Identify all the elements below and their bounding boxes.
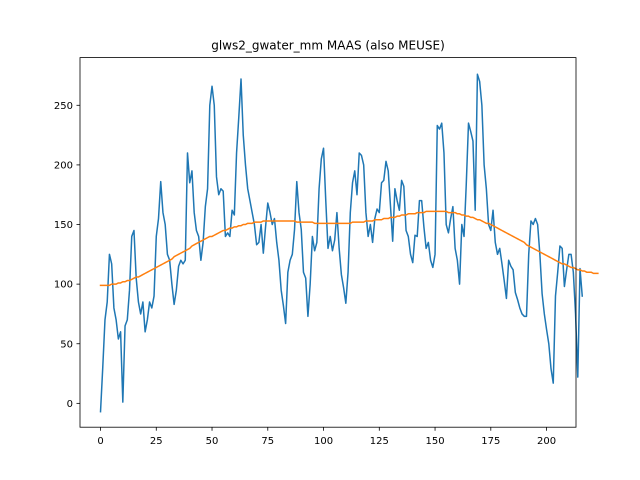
x-tick-label: 150 [426,436,445,447]
x-tick-label: 200 [537,436,556,447]
y-tick-label: 50 [60,339,73,350]
plot-area: 0 25 50 75 100 125 150 175 200 0 50 100 150 200 250 [54,57,599,447]
series-line-2 [99,210,599,287]
x-tick-label: 125 [370,436,389,447]
y-tick-label: 250 [54,101,73,112]
y-tick-label: 150 [54,220,73,231]
y-tick-label: 200 [54,161,73,172]
x-tick-label: 0 [97,436,103,447]
x-tick-label: 100 [314,436,333,447]
axes-frame [79,57,577,428]
y-tick-label: 0 [67,399,73,410]
x-tick-label: 75 [261,436,274,447]
x-tick-label: 175 [481,436,500,447]
x-tick-label: 25 [150,436,163,447]
chart-title: glws2_gwater_mm MAAS (also MEUSE) [211,39,445,53]
x-tick-label: 50 [206,436,219,447]
y-tick-label: 100 [54,280,73,291]
series-line-1 [99,73,584,413]
